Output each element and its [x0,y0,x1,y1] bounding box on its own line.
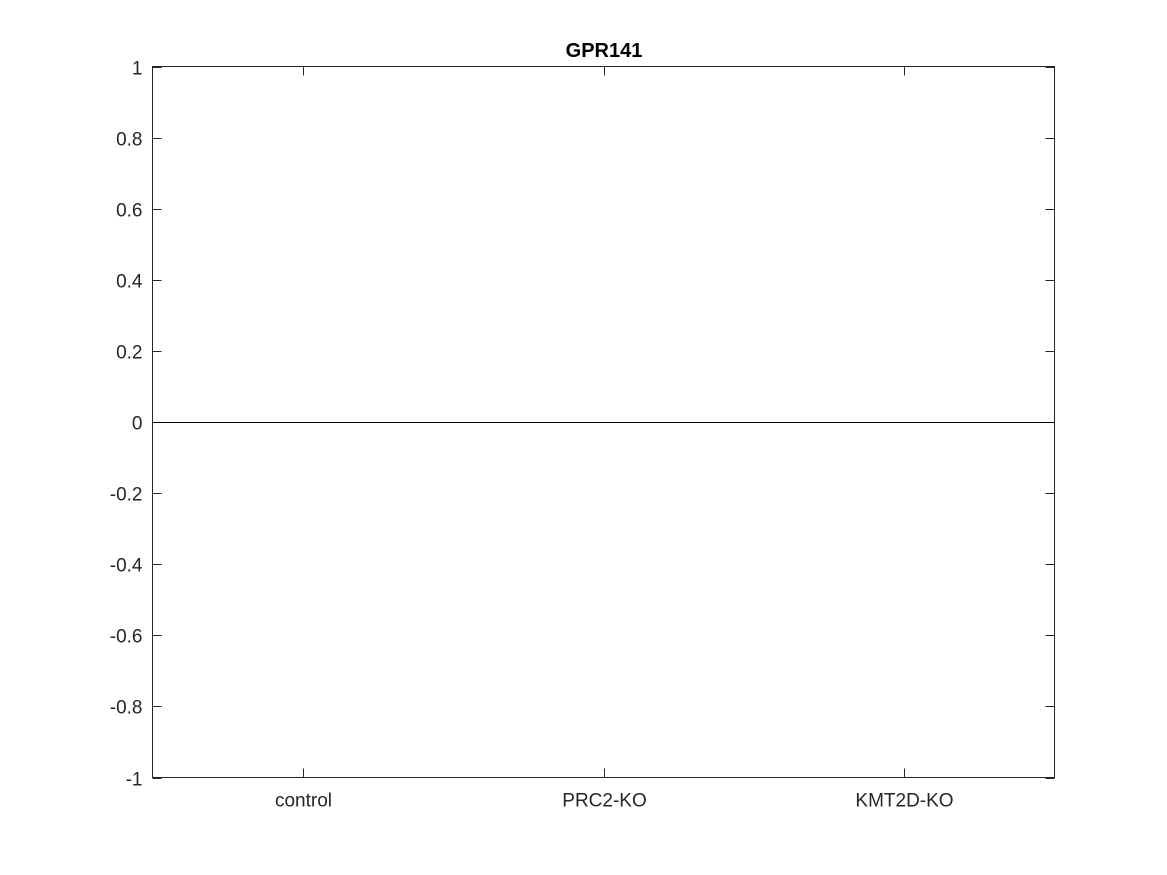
x-axis: control PRC2-KO KMT2D-KO [275,66,954,812]
y-tick-label: -0.2 [110,485,143,506]
y-tick-label: 0.6 [116,201,142,222]
y-tick-label: -0.4 [110,556,143,577]
chart-title: GPR141 [566,40,643,62]
y-tick-label: 0 [132,414,143,435]
x-tick-label: control [275,791,332,812]
x-tick-label: PRC2-KO [562,791,646,812]
y-tick-label: 0.2 [116,343,142,364]
y-tick-label: 0.8 [116,130,142,151]
y-tick-label: 0.4 [116,272,143,293]
y-tick-label: 1 [132,59,143,80]
y-axis: -1 -0.8 -0.6 -0.4 -0.2 0 0.2 0.4 0.6 0.8 1 [110,59,1055,791]
y-tick-label: -0.8 [110,698,143,719]
y-tick-label: -1 [126,770,143,791]
y-tick-label: -0.6 [110,627,143,648]
x-tick-label: KMT2D-KO [855,791,953,812]
